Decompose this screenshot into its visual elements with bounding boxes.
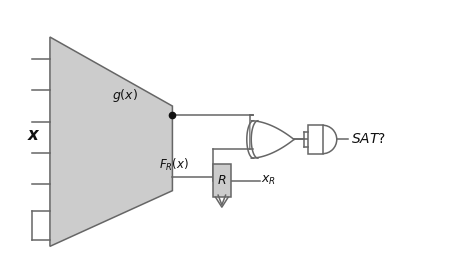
Text: $F_R(x)$: $F_R(x)$: [159, 157, 189, 173]
Bar: [308, 125, 322, 154]
Polygon shape: [251, 121, 294, 158]
Text: $R$: $R$: [217, 174, 227, 187]
Polygon shape: [50, 37, 173, 246]
Text: $g(x)$: $g(x)$: [112, 87, 138, 104]
Text: $\boldsymbol{x}$: $\boldsymbol{x}$: [27, 126, 41, 144]
Text: $SAT?$: $SAT?$: [351, 133, 386, 146]
Bar: [212, 164, 231, 197]
Text: $x_R$: $x_R$: [262, 174, 276, 187]
